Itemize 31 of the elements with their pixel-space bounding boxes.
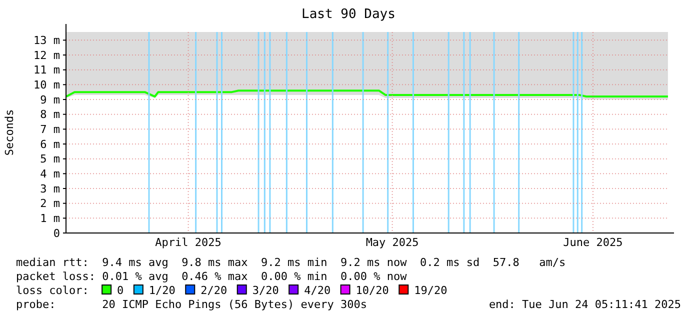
y-tick-label: 4 m xyxy=(40,168,60,181)
text: end: Tue Jun 24 05:11:41 2025 xyxy=(488,298,681,311)
y-tick-label: 8 m xyxy=(40,108,60,122)
x-tick-label: April 2025 xyxy=(155,236,222,249)
legend-title: loss color: xyxy=(16,284,89,297)
y-tick-label: 11 m xyxy=(34,64,60,77)
legend-label: 0 xyxy=(117,284,124,297)
text: median rtt: 9.4 ms avg 9.8 ms max 9.2 ms min 9.2 ms now 0.2 ms sd 57.8 am/s xyxy=(16,256,566,269)
chart-title: Last 90 Days xyxy=(302,7,396,22)
y-tick-label: 12 m xyxy=(34,48,60,62)
x-tick-label: May 2025 xyxy=(366,236,419,249)
y-tick-label: 7 m xyxy=(40,123,60,136)
x-tick-label: June 2025 xyxy=(563,236,623,249)
y-tick-label: 3 m xyxy=(40,182,60,196)
y-tick-label: 5 m xyxy=(40,152,60,166)
legend-label: 19/20 xyxy=(414,284,448,297)
y-tick-label: 1 m xyxy=(40,212,60,226)
y-tick-label: 10 m xyxy=(34,78,60,92)
text: probe: 20 ICMP Echo Pings (56 Bytes) every 300s xyxy=(16,298,367,311)
text: packet loss: 0.01 % avg 0.46 % max 0.00 % min 0.00 % now xyxy=(16,270,408,283)
y-tick-label: 0 xyxy=(53,226,60,240)
legend-label: 2/20 xyxy=(200,284,228,297)
legend-label: 4/20 xyxy=(304,284,331,297)
y-tick-label: 9 m xyxy=(40,93,60,106)
y-tick-label: 6 m xyxy=(40,138,60,151)
y-axis-title: Seconds xyxy=(3,109,16,156)
legend-label: 1/20 xyxy=(148,284,176,297)
y-tick-label: 2 m xyxy=(40,197,60,210)
legend-label: 10/20 xyxy=(356,284,389,297)
legend-label: 3/20 xyxy=(252,284,279,297)
y-tick-label: 13 m xyxy=(34,34,60,48)
